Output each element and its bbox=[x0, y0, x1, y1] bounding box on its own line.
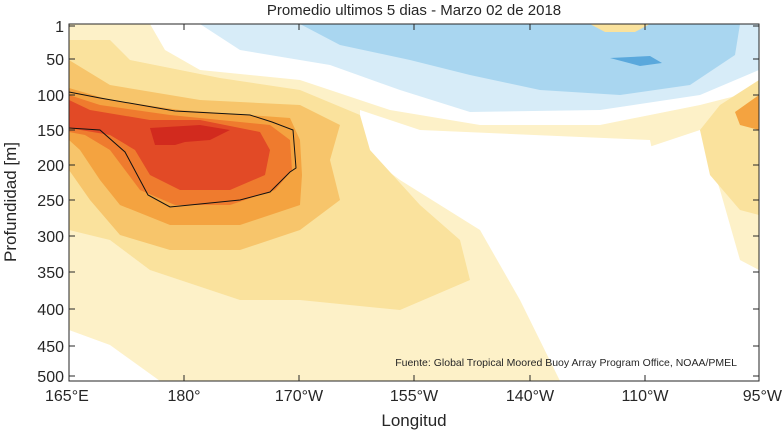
y-tick-label: 200 bbox=[37, 158, 64, 175]
warm-contour-east-2 bbox=[735, 95, 759, 130]
neutral-region-east bbox=[360, 110, 700, 381]
x-tick-label: 170°W bbox=[275, 388, 324, 405]
cold-contour-top bbox=[590, 24, 650, 32]
y-tick-label: 100 bbox=[37, 88, 64, 105]
y-tick-label: 50 bbox=[46, 52, 64, 69]
neutral-region-deep-west bbox=[69, 330, 160, 381]
y-tick-label: 300 bbox=[37, 229, 64, 246]
x-tick-label: 155°W bbox=[390, 388, 439, 405]
isotherm-line bbox=[69, 91, 297, 208]
x-tick-label: 180° bbox=[167, 388, 200, 405]
x-tick-label: 140°W bbox=[506, 388, 555, 405]
y-tick-label: 250 bbox=[37, 193, 64, 210]
y-axis-label: Profundidad [m] bbox=[1, 142, 20, 262]
y-tick-label: 150 bbox=[37, 123, 64, 140]
y-tick-label: 400 bbox=[37, 302, 64, 319]
cold-contour-3 bbox=[610, 56, 662, 66]
x-tick-label: 165°E bbox=[45, 388, 89, 405]
x-axis: 165°E 180° 170°W 155°W 140°W 110°W 95°W bbox=[45, 24, 783, 405]
y-tick-label: 500 bbox=[37, 369, 64, 386]
y-tick-label: 1 bbox=[55, 19, 64, 36]
chart-title: Promedio ultimos 5 dias - Marzo 02 de 20… bbox=[267, 2, 561, 19]
cold-contour-2 bbox=[300, 24, 740, 95]
plot-area bbox=[69, 24, 759, 381]
x-tick-label: 95°W bbox=[743, 388, 783, 405]
neutral-region-far-east bbox=[640, 130, 759, 381]
warm-contour-7 bbox=[150, 125, 230, 145]
y-tick-label: 350 bbox=[37, 265, 64, 282]
x-tick-label: 110°W bbox=[621, 388, 669, 405]
source-note: Fuente: Global Tropical Moored Buoy Arra… bbox=[395, 357, 737, 369]
y-tick-label: 450 bbox=[37, 339, 64, 356]
x-axis-label: Longitud bbox=[381, 411, 446, 430]
